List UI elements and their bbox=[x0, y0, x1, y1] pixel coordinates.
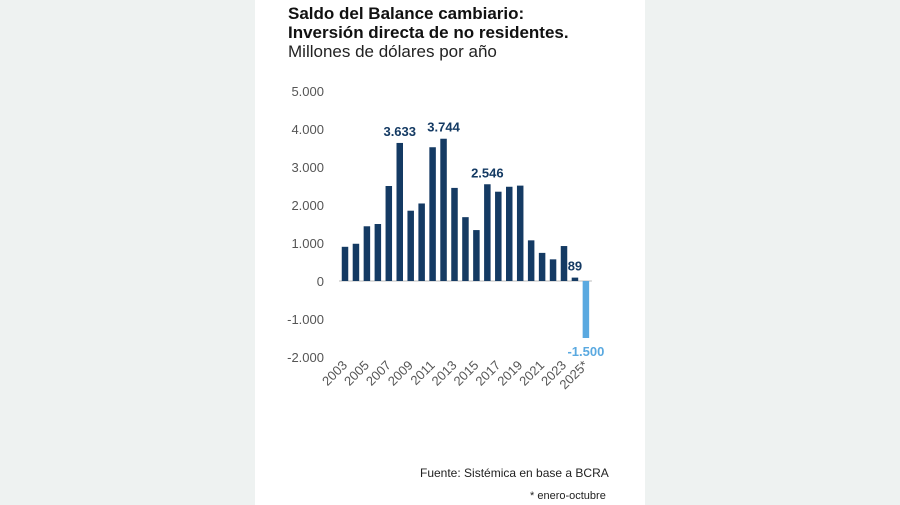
bar-2005 bbox=[363, 226, 371, 281]
bar-2023 bbox=[560, 246, 568, 281]
bar-2014 bbox=[462, 217, 469, 281]
bar-2011 bbox=[429, 147, 436, 281]
bar-2007 bbox=[385, 186, 393, 281]
bar-2006 bbox=[374, 224, 382, 281]
y-tick-label: -1.000 bbox=[287, 312, 324, 327]
bar-2016 bbox=[484, 184, 491, 281]
chart-panel bbox=[255, 0, 645, 505]
bar-2010 bbox=[418, 203, 425, 281]
footnote: * enero-octubre bbox=[530, 490, 606, 502]
y-tick-label: 5.000 bbox=[291, 84, 324, 99]
y-tick-label: 4.000 bbox=[291, 122, 324, 137]
bar-2024 bbox=[571, 277, 579, 281]
y-tick-label: 0 bbox=[317, 274, 324, 289]
bar-2009 bbox=[407, 210, 414, 281]
bar-2004 bbox=[352, 243, 360, 281]
bar-2015 bbox=[473, 230, 480, 281]
y-tick-label: 3.000 bbox=[291, 160, 324, 175]
data-label: 2.546 bbox=[471, 165, 504, 180]
chart-subtitle: Millones de dólares por año bbox=[288, 42, 497, 61]
chart-title-line2: Inversión directa de no residentes. bbox=[288, 23, 569, 42]
bar-2020 bbox=[527, 240, 535, 281]
y-tick-label: 2.000 bbox=[291, 198, 324, 213]
bar-2018 bbox=[506, 186, 513, 281]
bar-2019 bbox=[516, 185, 524, 281]
bar-2017 bbox=[495, 191, 502, 281]
bar-2022 bbox=[549, 259, 557, 281]
bar-2003 bbox=[341, 246, 349, 281]
bar-2008 bbox=[396, 142, 403, 281]
bar-2025* bbox=[582, 281, 590, 338]
source-note: Fuente: Sistémica en base a BCRA bbox=[420, 466, 609, 480]
data-label: -1.500 bbox=[567, 344, 604, 359]
bar-2013 bbox=[451, 187, 458, 281]
data-label: 89 bbox=[568, 259, 582, 274]
bar-2012 bbox=[440, 138, 447, 281]
y-tick-label: 1.000 bbox=[291, 236, 324, 251]
bar-2021 bbox=[538, 252, 546, 281]
data-label: 3.744 bbox=[427, 120, 460, 135]
y-tick-label: -2.000 bbox=[287, 350, 324, 365]
chart-title: Saldo del Balance cambiario: bbox=[288, 4, 525, 23]
data-label: 3.633 bbox=[383, 124, 416, 139]
